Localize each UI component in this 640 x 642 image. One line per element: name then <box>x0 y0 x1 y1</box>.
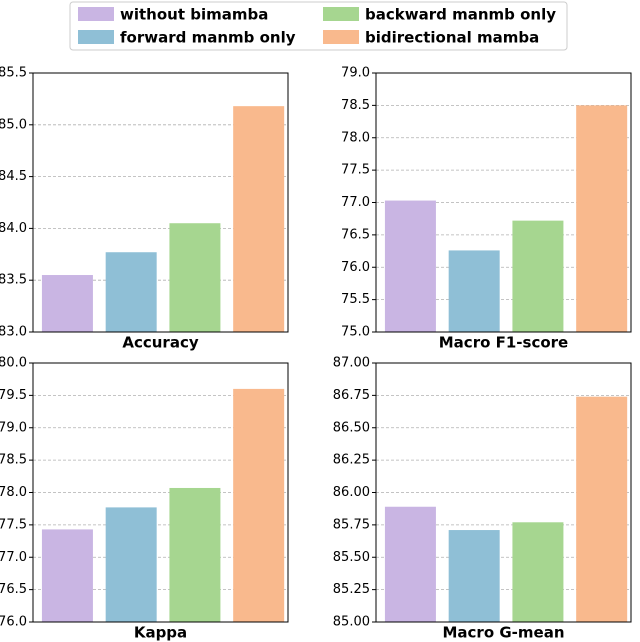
legend-swatch <box>323 30 359 44</box>
y-tick-label: 85.5 <box>0 66 27 81</box>
legend-label: bidirectional mamba <box>365 29 539 47</box>
legend-label: without bimamba <box>120 6 268 24</box>
y-tick-label: 76.0 <box>0 615 27 630</box>
y-tick-label: 77.5 <box>341 163 370 178</box>
bar <box>448 530 500 622</box>
x-axis-label: Macro G-mean <box>442 624 564 642</box>
bar <box>41 529 93 622</box>
x-axis-label: Kappa <box>134 624 187 642</box>
legend-swatch <box>78 30 114 44</box>
y-tick-label: 75.0 <box>341 325 370 340</box>
y-tick-label: 78.0 <box>0 485 27 500</box>
y-tick-label: 85.00 <box>333 615 370 630</box>
y-tick-label: 86.00 <box>333 485 370 500</box>
y-tick-label: 78.5 <box>341 98 370 113</box>
axes-frame <box>375 72 632 333</box>
y-tick-label: 75.5 <box>341 292 370 307</box>
y-tick-label: 77.0 <box>0 550 27 565</box>
y-tick-label: 85.75 <box>333 517 370 532</box>
y-tick-label: 80.0 <box>0 356 27 371</box>
y-tick-label: 86.75 <box>333 388 370 403</box>
bar <box>512 220 564 332</box>
bar <box>169 223 221 332</box>
bar <box>233 388 285 622</box>
bar <box>169 487 221 622</box>
bar <box>576 396 628 622</box>
y-tick-label: 85.50 <box>333 550 370 565</box>
x-axis-label: Macro F1-score <box>439 334 568 352</box>
y-tick-label: 76.5 <box>0 582 27 597</box>
bar <box>576 105 628 332</box>
axes-frame <box>32 362 289 623</box>
legend-swatch <box>78 7 114 21</box>
y-tick-label: 86.25 <box>333 453 370 468</box>
legend-swatch <box>323 7 359 21</box>
legend-label: forward manmb only <box>120 29 296 47</box>
y-tick-label: 87.00 <box>333 356 370 371</box>
y-tick-label: 85.25 <box>333 582 370 597</box>
y-tick-label: 79.5 <box>0 388 27 403</box>
bar <box>384 200 436 332</box>
y-tick-label: 84.5 <box>0 169 27 184</box>
bar <box>105 252 157 332</box>
y-tick-label: 86.50 <box>333 420 370 435</box>
y-tick-label: 78.0 <box>341 130 370 145</box>
y-tick-label: 78.5 <box>0 453 27 468</box>
x-axis-label: Accuracy <box>122 334 198 352</box>
axes-frame <box>375 362 632 623</box>
y-tick-label: 79.0 <box>341 66 370 81</box>
y-tick-label: 79.0 <box>0 420 27 435</box>
y-tick-label: 77.5 <box>0 517 27 532</box>
bar <box>233 106 285 332</box>
y-tick-label: 77.0 <box>341 195 370 210</box>
bar <box>448 250 500 332</box>
y-tick-label: 76.0 <box>341 260 370 275</box>
y-tick-label: 83.5 <box>0 273 27 288</box>
y-tick-label: 84.0 <box>0 221 27 236</box>
bar <box>41 275 93 332</box>
y-tick-label: 85.0 <box>0 117 27 132</box>
y-tick-label: 83.0 <box>0 325 27 340</box>
legend-label: backward manmb only <box>365 6 556 24</box>
y-tick-label: 76.5 <box>341 227 370 242</box>
legend-box <box>69 1 568 51</box>
axes-frame <box>32 72 289 333</box>
bar <box>105 507 157 622</box>
bar <box>384 506 436 622</box>
bar <box>512 522 564 622</box>
